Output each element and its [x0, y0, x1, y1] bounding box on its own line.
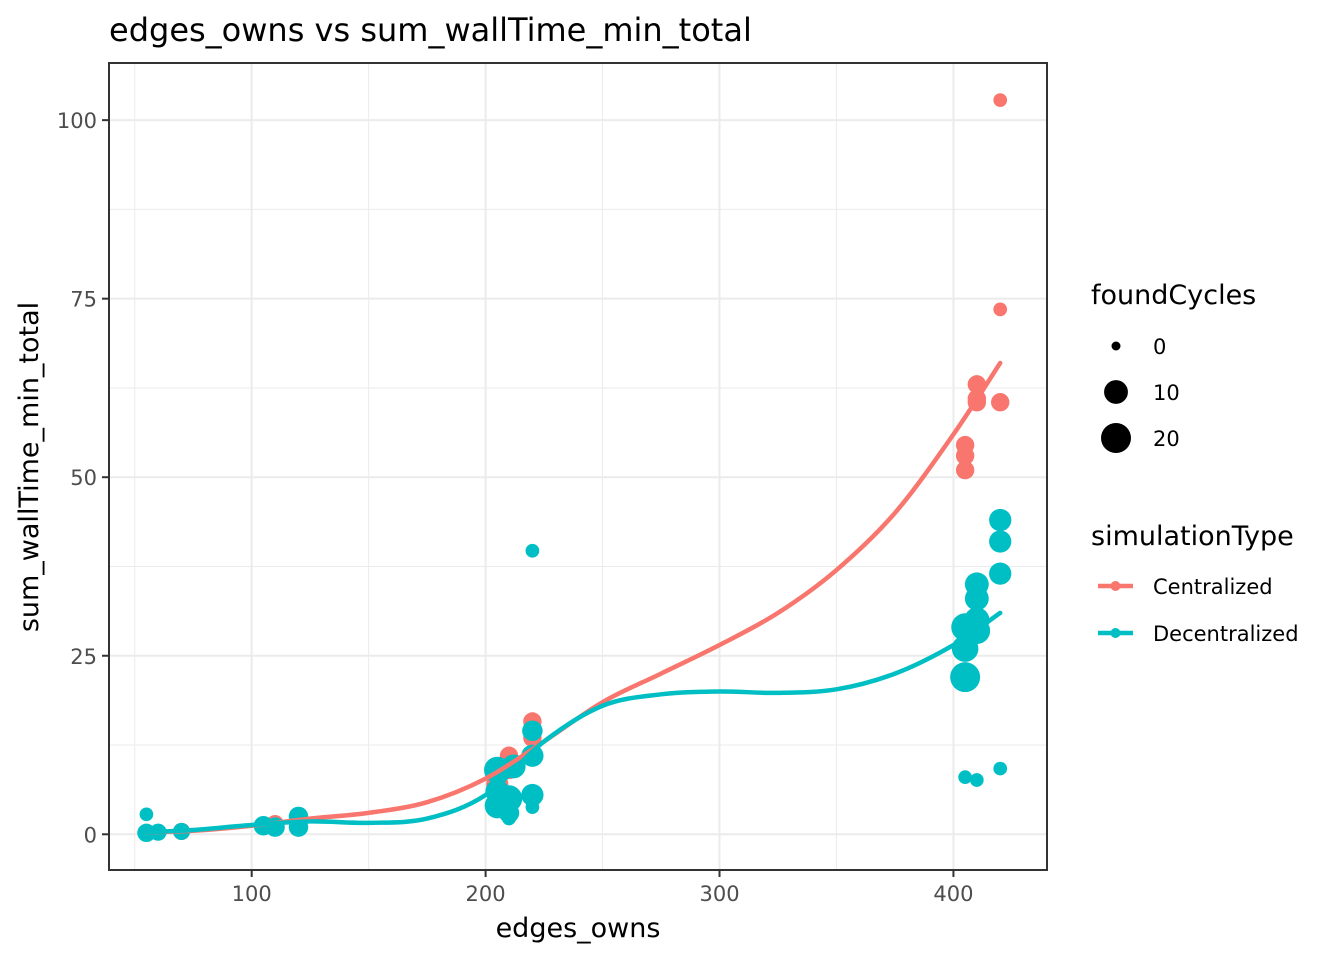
data-point: [989, 530, 1012, 553]
y-tick-label: 0: [84, 823, 97, 847]
y-tick-label: 50: [70, 466, 97, 490]
data-point: [989, 562, 1012, 585]
data-point: [521, 783, 544, 807]
x-tick-label: 100: [232, 882, 272, 906]
color-legend-label: Centralized: [1153, 575, 1273, 599]
plot-panel: 100 200 300 400 0 25 50 75 100: [57, 62, 1048, 906]
color-legend-point: [1110, 581, 1121, 591]
x-tick-label: 300: [699, 882, 739, 906]
trend-line-decentralized: [144, 610, 1003, 835]
size-legend: foundCycles 0 10 20: [1091, 280, 1256, 453]
data-point: [989, 508, 1012, 532]
data-point: [525, 800, 540, 815]
color-legend-title: simulationType: [1091, 521, 1294, 552]
data-point: [955, 460, 975, 480]
size-legend-label: 20: [1153, 427, 1180, 451]
y-axis-label: sum_wallTime_min_total: [14, 302, 45, 632]
size-legend-key: [1104, 380, 1128, 404]
y-tick-label: 100: [57, 109, 97, 133]
size-legend-key: [1111, 341, 1121, 351]
data-point: [969, 773, 984, 787]
panel-border: [108, 62, 1048, 871]
data-point: [501, 754, 526, 779]
data-point: [991, 393, 1010, 412]
data-point: [521, 744, 544, 767]
data-point: [993, 302, 1008, 317]
size-legend-key: [1101, 423, 1131, 453]
size-legend-label: 10: [1153, 381, 1180, 405]
size-legend-label: 0: [1153, 335, 1166, 359]
color-legend: simulationType Centralized Decentralized: [1091, 521, 1299, 646]
series-decentralized-points: [137, 508, 1012, 843]
chart-title: edges_owns vs sum_wallTime_min_total: [109, 11, 752, 49]
size-legend-title: foundCycles: [1091, 280, 1256, 311]
data-point: [950, 662, 981, 693]
x-tick-label: 400: [933, 882, 973, 906]
panel-background: [109, 63, 1047, 870]
data-point: [139, 807, 154, 822]
color-legend-point: [1110, 628, 1121, 638]
y-tick-label: 75: [70, 288, 97, 312]
data-point: [958, 770, 972, 785]
data-point: [522, 720, 543, 741]
y-tick-label: 25: [70, 645, 97, 669]
data-point: [502, 811, 516, 826]
data-point: [993, 761, 1008, 776]
x-axis-label: edges_owns: [496, 913, 661, 944]
data-point: [525, 543, 540, 558]
data-point: [993, 93, 1008, 107]
data-point: [964, 586, 989, 611]
color-legend-label: Decentralized: [1153, 622, 1299, 646]
data-point: [955, 446, 975, 465]
x-tick-label: 200: [466, 882, 506, 906]
